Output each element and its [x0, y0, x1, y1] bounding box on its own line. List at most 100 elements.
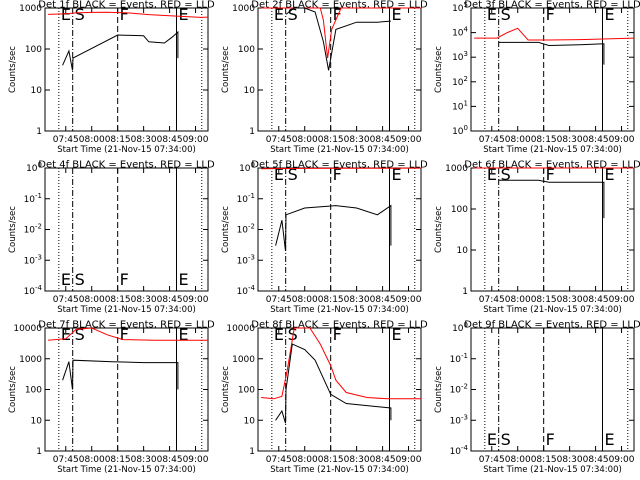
- x-tick-label: 09:00: [609, 295, 635, 305]
- x-axis-label: Start Time (21-Nov-15 07:34:00): [270, 145, 409, 155]
- x-tick-label: 08:00: [292, 455, 318, 465]
- marker-label-s: S: [501, 165, 511, 184]
- marker-label-e: E: [487, 165, 497, 184]
- x-tick-label: 07:45: [53, 135, 79, 145]
- lld-red-series: [48, 11, 209, 18]
- y-tick-label: 10000: [226, 324, 255, 334]
- x-tick-label: 08:45: [157, 295, 183, 305]
- y-tick-label: 10: [31, 416, 43, 426]
- events-black-series: [275, 343, 392, 424]
- x-tick-label: 08:15: [531, 135, 557, 145]
- y-tick-label: 10-1: [237, 192, 255, 205]
- lld-red-series: [261, 327, 421, 400]
- x-tick-label: 08:30: [557, 455, 583, 465]
- panel-title: Det 6f BLACK = Events, RED = LLD: [464, 160, 640, 171]
- marker-label-e: E: [61, 270, 71, 289]
- y-tick-label: 10-2: [450, 383, 468, 396]
- y-tick-label: 10: [457, 246, 469, 256]
- y-tick-label: 104: [452, 26, 468, 39]
- y-tick-label: 10-3: [24, 253, 42, 266]
- x-tick-label: 09:00: [609, 455, 635, 465]
- marker-label-e: E: [487, 430, 497, 449]
- x-tick-label: 08:45: [370, 295, 396, 305]
- plot-frame: [470, 167, 635, 292]
- y-axis-label: Counts/sec: [8, 46, 18, 93]
- x-tick-label: 08:00: [79, 455, 105, 465]
- marker-label-e: E: [605, 165, 615, 184]
- x-tick-label: 07:45: [266, 455, 292, 465]
- x-tick-label: 08:00: [79, 295, 105, 305]
- x-axis-label: Start Time (21-Nov-15 07:34:00): [57, 145, 196, 155]
- x-tick-label: 09:00: [609, 135, 635, 145]
- y-tick-label: 100: [26, 161, 42, 174]
- x-tick-label: 08:30: [131, 135, 157, 145]
- y-axis-label: Counts/sec: [434, 46, 444, 93]
- panel-det-6: Det 6f BLACK = Events, RED = LLD 1 10 100 10…: [434, 160, 640, 316]
- y-tick-label: 100: [238, 386, 255, 396]
- y-tick-label: 1: [36, 127, 42, 137]
- plot-frame: [257, 7, 422, 132]
- marker-label-s: S: [501, 5, 511, 24]
- panel-title: Det 3f BLACK = Events, RED = LLD: [464, 0, 640, 11]
- x-tick-label: 07:45: [266, 295, 292, 305]
- x-tick-label: 08:15: [531, 455, 557, 465]
- x-tick-label: 08:15: [105, 455, 131, 465]
- y-tick-label: 10-3: [237, 253, 255, 266]
- x-tick-label: 08:00: [505, 455, 531, 465]
- x-tick-label: 08:15: [105, 135, 131, 145]
- plot-frame: [257, 167, 422, 292]
- y-tick-label: 1: [36, 447, 42, 457]
- y-tick-label: 10-2: [237, 223, 255, 236]
- marker-label-f: F: [546, 5, 555, 24]
- marker-label-s: S: [288, 165, 298, 184]
- x-tick-label: 08:45: [157, 135, 183, 145]
- x-tick-label: 09:00: [183, 455, 209, 465]
- marker-label-s: S: [75, 270, 85, 289]
- x-tick-label: 08:45: [583, 295, 609, 305]
- x-tick-label: 07:45: [53, 455, 79, 465]
- marker-label-s: S: [75, 325, 85, 344]
- x-axis-label: Start Time (21-Nov-15 07:34:00): [270, 465, 409, 475]
- x-tick-label: 08:15: [105, 295, 131, 305]
- panel-title: Det 2f BLACK = Events, RED = LLD: [251, 0, 428, 11]
- panel-det-7: Det 7f BLACK = Events, RED = LLD 1 10 100 10…: [8, 320, 215, 476]
- events-black-series: [62, 359, 179, 390]
- panel-title: Det 8f BLACK = Events, RED = LLD: [251, 320, 428, 331]
- x-tick-label: 08:45: [583, 135, 609, 145]
- x-tick-label: 08:45: [370, 135, 396, 145]
- marker-label-f: F: [333, 5, 342, 24]
- x-tick-label: 08:00: [79, 135, 105, 145]
- plot-frame: [44, 7, 209, 132]
- y-axis-label: Counts/sec: [8, 206, 18, 253]
- panel-title: Det 9f BLACK = Events, RED = LLD: [464, 320, 640, 331]
- x-axis-label: Start Time (21-Nov-15 07:34:00): [483, 305, 622, 315]
- y-axis-label: Counts/sec: [434, 206, 444, 253]
- x-axis-label: Start Time (21-Nov-15 07:34:00): [57, 305, 196, 315]
- plot-frame: [257, 327, 422, 452]
- y-tick-label: 1: [249, 127, 255, 137]
- marker-label-e: E: [605, 430, 615, 449]
- x-axis-label: Start Time (21-Nov-15 07:34:00): [57, 465, 196, 475]
- x-tick-label: 08:15: [318, 135, 344, 145]
- panel-title: Det 1f BLACK = Events, RED = LLD: [38, 0, 215, 11]
- marker-label-f: F: [546, 165, 555, 184]
- y-tick-label: 1000: [19, 355, 42, 365]
- y-tick-label: 1000: [232, 355, 255, 365]
- lld-red-series: [48, 327, 208, 341]
- events-black-series: [285, 7, 391, 71]
- events-black-series: [499, 179, 605, 219]
- marker-label-e: E: [179, 325, 189, 344]
- marker-label-e: E: [179, 5, 189, 24]
- y-tick-label: 102: [452, 75, 468, 88]
- x-tick-label: 08:30: [557, 295, 583, 305]
- y-tick-label: 100: [25, 45, 42, 55]
- x-tick-label: 09:00: [396, 455, 422, 465]
- panel-det-8: Det 8f BLACK = Events, RED = LLD 1 10 100 10…: [221, 320, 428, 476]
- marker-label-f: F: [120, 5, 129, 24]
- panel-det-3: Det 3f BLACK = Events, RED = LLD 100 101 10…: [434, 0, 640, 155]
- x-axis-label: Start Time (21-Nov-15 07:34:00): [483, 465, 622, 475]
- panel-det-2: Det 2f BLACK = Events, RED = LLD 1 10 100 10…: [221, 0, 428, 155]
- x-tick-label: 07:45: [479, 295, 505, 305]
